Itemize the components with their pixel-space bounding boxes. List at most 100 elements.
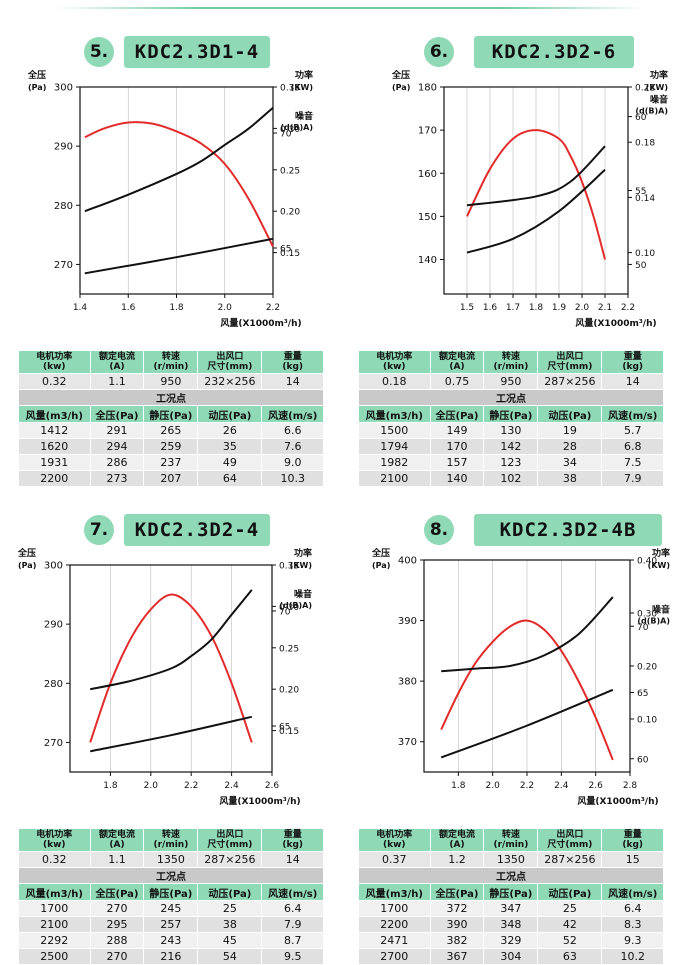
power-axis-unit: (KW) bbox=[648, 561, 670, 570]
noise-tick-label: 55 bbox=[635, 187, 646, 197]
x-tick-label: 1.8 bbox=[529, 303, 544, 313]
table-row-cell: 9.3 bbox=[601, 932, 664, 949]
spec-header-row-cell: 额定电流 (A) bbox=[429, 828, 485, 852]
x-tick-label: 1.6 bbox=[121, 303, 136, 313]
table-row: 2200 390 348 42 8.3 bbox=[358, 916, 664, 933]
table-row-cell: 6.4 bbox=[601, 900, 664, 917]
table-row-cell: 130 bbox=[483, 422, 539, 439]
table-row-cell: 64 bbox=[197, 470, 263, 487]
noise-axis-unit: (d(B)A) bbox=[279, 601, 312, 610]
noise-axis-title: 噪音 bbox=[294, 588, 312, 600]
power-tick-label: 0.30 bbox=[279, 603, 299, 613]
table-row-cell: 63 bbox=[537, 948, 603, 965]
pressure-tick-label: 300 bbox=[54, 83, 73, 94]
table-row-cell: 243 bbox=[143, 932, 199, 949]
table-row-cell: 294 bbox=[89, 438, 145, 455]
table-row-cell: 2200 bbox=[18, 470, 91, 487]
table-row-cell: 1700 bbox=[18, 900, 91, 917]
x-tick-label: 2.0 bbox=[144, 781, 159, 791]
plot-frame bbox=[69, 564, 273, 773]
spec-header-row-cell: 电机功率 (kw) bbox=[358, 350, 431, 374]
table-row-cell: 2100 bbox=[358, 470, 431, 487]
x-tick-label: 2.6 bbox=[265, 781, 280, 791]
noise-tick-label: 50 bbox=[635, 261, 647, 271]
pressure-curve bbox=[84, 121, 274, 248]
work-header-row-cell: 风速(m/s) bbox=[601, 883, 664, 901]
table-row-cell: 157 bbox=[429, 454, 485, 471]
pressure-axis-unit: (Pa) bbox=[18, 561, 36, 570]
table-row: 1931 286 237 49 9.0 bbox=[18, 454, 324, 471]
work-point-title-row: 工况点 bbox=[18, 867, 324, 884]
work-header-row-cell: 静压(Pa) bbox=[143, 883, 199, 901]
table-row-cell: 142 bbox=[483, 438, 539, 455]
x-tick-label: 2.2 bbox=[621, 303, 635, 313]
x-tick-label: 2.8 bbox=[623, 781, 638, 791]
table-row: 1794 170 142 28 6.8 bbox=[358, 438, 664, 455]
table-row: 1412 291 265 26 6.6 bbox=[18, 422, 324, 439]
power-tick-label: 0.35 bbox=[280, 84, 300, 94]
noise-curve bbox=[90, 715, 253, 753]
table-row-cell: 35 bbox=[197, 438, 263, 455]
pressure-axis-unit: (Pa) bbox=[28, 83, 46, 92]
x-tick-label: 2.4 bbox=[554, 781, 569, 791]
work-header-row-cell: 风量(m3/h) bbox=[358, 405, 431, 423]
spec-value-row-cell: 1350 bbox=[483, 851, 539, 868]
table-row-cell: 10.3 bbox=[261, 470, 324, 487]
spec-header-row-cell: 额定电流 (A) bbox=[429, 350, 485, 374]
spec-value-row-cell: 0.32 bbox=[18, 373, 91, 390]
spec-value-row-cell: 1350 bbox=[143, 851, 199, 868]
table-row-cell: 207 bbox=[143, 470, 199, 487]
spec-header-row-cell: 额定电流 (A) bbox=[89, 350, 145, 374]
power-axis-unit: (KW) bbox=[291, 83, 313, 92]
spec-value-row: 0.37 1.2 1350 287×256 15 bbox=[358, 851, 664, 868]
noise-axis-title: 噪音 bbox=[295, 110, 313, 122]
spec-value-row-cell: 0.18 bbox=[358, 373, 431, 390]
power-curve bbox=[441, 596, 614, 673]
table-row-cell: 2100 bbox=[18, 916, 91, 933]
x-tick-label: 2.1 bbox=[598, 303, 612, 313]
work-point-title-row: 工况点 bbox=[18, 389, 324, 406]
fan-panel-6: 6. KDC2.3D2-6 1.5 1.6 1.7 1.8 1.9 2.0 2.1 2.2 140 1… bbox=[340, 0, 680, 487]
work-header-row-cell: 全压(Pa) bbox=[89, 405, 145, 423]
pressure-tick-label: 180 bbox=[418, 83, 437, 94]
work-header-row-cell: 动压(Pa) bbox=[537, 405, 603, 423]
model-number-badge: 6. bbox=[424, 37, 454, 67]
noise-axis-title: 噪音 bbox=[650, 94, 668, 106]
power-axis-unit: (KW) bbox=[646, 83, 668, 92]
table-row-cell: 270 bbox=[89, 948, 145, 965]
table-row-cell: 52 bbox=[537, 932, 603, 949]
work-header-row: 风量(m3/h) 全压(Pa) 静压(Pa) 动压(Pa) 风速(m/s) bbox=[358, 405, 664, 423]
pressure-tick-label: 140 bbox=[418, 255, 437, 266]
spec-value-row: 0.18 0.75 950 287×256 14 bbox=[358, 373, 664, 390]
power-tick-label: 0.35 bbox=[279, 562, 299, 572]
work-header-row-cell: 全压(Pa) bbox=[429, 405, 485, 423]
table-row-cell: 6.4 bbox=[261, 900, 324, 917]
table-row-cell: 140 bbox=[429, 470, 485, 487]
model-title: KDC2.3D2-6 bbox=[474, 36, 634, 68]
spec-table: 电机功率 (kw) 额定电流 (A) 转速 (r/min) 出风口 尺寸(mm) 重量 … bbox=[358, 350, 664, 487]
table-row-cell: 34 bbox=[537, 454, 603, 471]
performance-chart: 1.4 1.6 1.8 2.0 2.2 270 280 290 300 0.15 0.20 0.25 0… bbox=[27, 69, 313, 329]
pressure-tick-label: 270 bbox=[54, 260, 73, 271]
power-tick-label: 0.10 bbox=[637, 716, 657, 726]
table-row-cell: 216 bbox=[143, 948, 199, 965]
table-row-cell: 19 bbox=[537, 422, 603, 439]
spec-value-row-cell: 1.1 bbox=[89, 851, 145, 868]
spec-header-row-cell: 转速 (r/min) bbox=[143, 828, 199, 852]
spec-value-row-cell: 950 bbox=[483, 373, 539, 390]
x-tick-label: 1.8 bbox=[169, 303, 184, 313]
table-row: 2100 140 102 38 7.9 bbox=[358, 470, 664, 487]
table-row-cell: 367 bbox=[429, 948, 485, 965]
x-tick-label: 2.2 bbox=[520, 781, 534, 791]
spec-header-row-cell: 重量 (kg) bbox=[261, 350, 324, 374]
table-row: 2700 367 304 63 10.2 bbox=[358, 948, 664, 965]
x-tick-label: 2.4 bbox=[224, 781, 239, 791]
spec-header-row-cell: 重量 (kg) bbox=[601, 350, 664, 374]
work-header-row-cell: 动压(Pa) bbox=[197, 405, 263, 423]
table-row-cell: 1500 bbox=[358, 422, 431, 439]
table-row: 2292 288 243 45 8.7 bbox=[18, 932, 324, 949]
table-row-cell: 2500 bbox=[18, 948, 91, 965]
work-header-row-cell: 风速(m/s) bbox=[261, 883, 324, 901]
pressure-curve bbox=[466, 129, 606, 260]
table-row-cell: 237 bbox=[143, 454, 199, 471]
